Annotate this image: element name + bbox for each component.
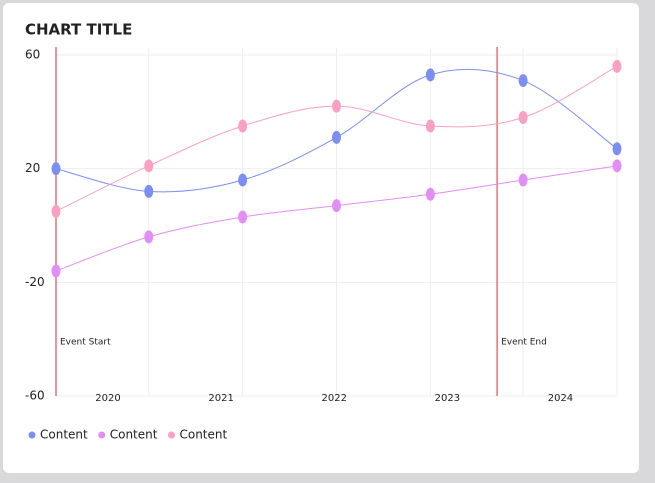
legend-label: Content	[179, 428, 227, 442]
data-point	[612, 159, 622, 173]
data-point	[518, 111, 528, 125]
x-tick-label: 2022	[322, 393, 347, 404]
x-tick-label: 2020	[95, 393, 120, 404]
data-point	[425, 119, 435, 133]
legend-label: Content	[110, 428, 158, 442]
event-label: Event End	[501, 338, 547, 348]
data-point	[612, 59, 622, 73]
data-point	[425, 68, 435, 82]
y-tick-label: -60	[25, 389, 45, 403]
data-point	[144, 230, 154, 244]
legend-marker	[167, 431, 175, 439]
data-point	[51, 264, 61, 278]
y-tick-label: 60	[25, 48, 40, 62]
chart-title: CHART TITLE	[25, 21, 132, 39]
legend-marker	[98, 431, 106, 439]
x-tick-label: 2023	[435, 393, 460, 404]
data-point	[51, 162, 61, 176]
data-point	[238, 173, 248, 187]
data-point	[144, 184, 154, 198]
data-point	[518, 173, 528, 187]
x-tick-label: 2021	[208, 393, 233, 404]
y-tick-label: -20	[25, 275, 45, 289]
x-tick-label: 2024	[548, 393, 573, 404]
data-point	[612, 142, 622, 156]
data-point	[425, 187, 435, 201]
legend-marker	[28, 431, 36, 439]
data-point	[332, 99, 341, 113]
data-point	[238, 210, 248, 224]
y-tick-label: 20	[25, 161, 40, 175]
event-label: Event Start	[60, 338, 111, 348]
data-point	[144, 159, 154, 173]
data-point	[332, 199, 341, 213]
data-point	[332, 130, 341, 144]
data-point	[518, 74, 528, 88]
data-point	[238, 119, 248, 133]
legend-label: Content	[40, 428, 88, 442]
data-point	[51, 204, 61, 218]
card	[3, 3, 639, 473]
